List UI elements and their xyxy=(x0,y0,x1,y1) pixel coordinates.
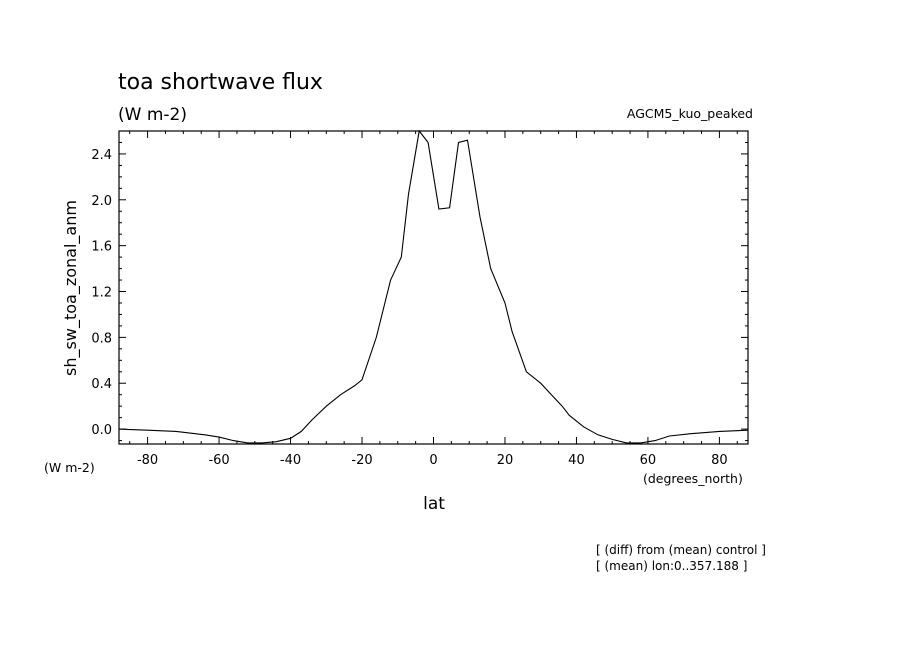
y-axis-label: sh_sw_toa_zonal_anm xyxy=(61,200,81,376)
x-axis-label: lat xyxy=(423,494,445,514)
y-units-label: (W m-2) xyxy=(44,460,95,475)
note-diff: [ (diff) from (mean) control ] xyxy=(596,543,766,557)
y-tick-label: 2.0 xyxy=(91,194,112,209)
x-tick-label: -40 xyxy=(280,453,301,468)
y-tick-label: 2.4 xyxy=(91,148,112,163)
chart-units: (W m-2) xyxy=(118,105,187,125)
x-tick-label: 0 xyxy=(429,453,437,468)
y-tick-label: 1.6 xyxy=(91,240,112,255)
x-tick-label: 40 xyxy=(568,453,585,468)
x-tick-label: -20 xyxy=(351,453,372,468)
note-mean-lon: [ (mean) lon:0..357.188 ] xyxy=(596,559,747,573)
x-units-label: (degrees_north) xyxy=(643,471,743,486)
data-line xyxy=(118,129,749,444)
chart-title: toa shortwave flux xyxy=(118,70,323,95)
y-axis-ticks: 0.0 0.4 0.8 1.2 1.6 2.0 2.4 xyxy=(91,141,748,442)
y-tick-label: 0.4 xyxy=(91,377,112,392)
x-tick-label: -80 xyxy=(137,453,158,468)
y-tick-label: 0.0 xyxy=(91,423,112,438)
y-tick-label: 0.8 xyxy=(91,331,112,346)
x-axis-ticks: -80 -60 -40 -20 0 20 40 60 80 xyxy=(129,131,738,468)
y-tick-label: 1.2 xyxy=(91,286,112,301)
x-tick-label: 80 xyxy=(711,453,728,468)
model-label: AGCM5_kuo_peaked xyxy=(627,106,753,121)
x-tick-label: 20 xyxy=(497,453,514,468)
x-tick-label: -60 xyxy=(208,453,229,468)
x-tick-label: 60 xyxy=(640,453,657,468)
